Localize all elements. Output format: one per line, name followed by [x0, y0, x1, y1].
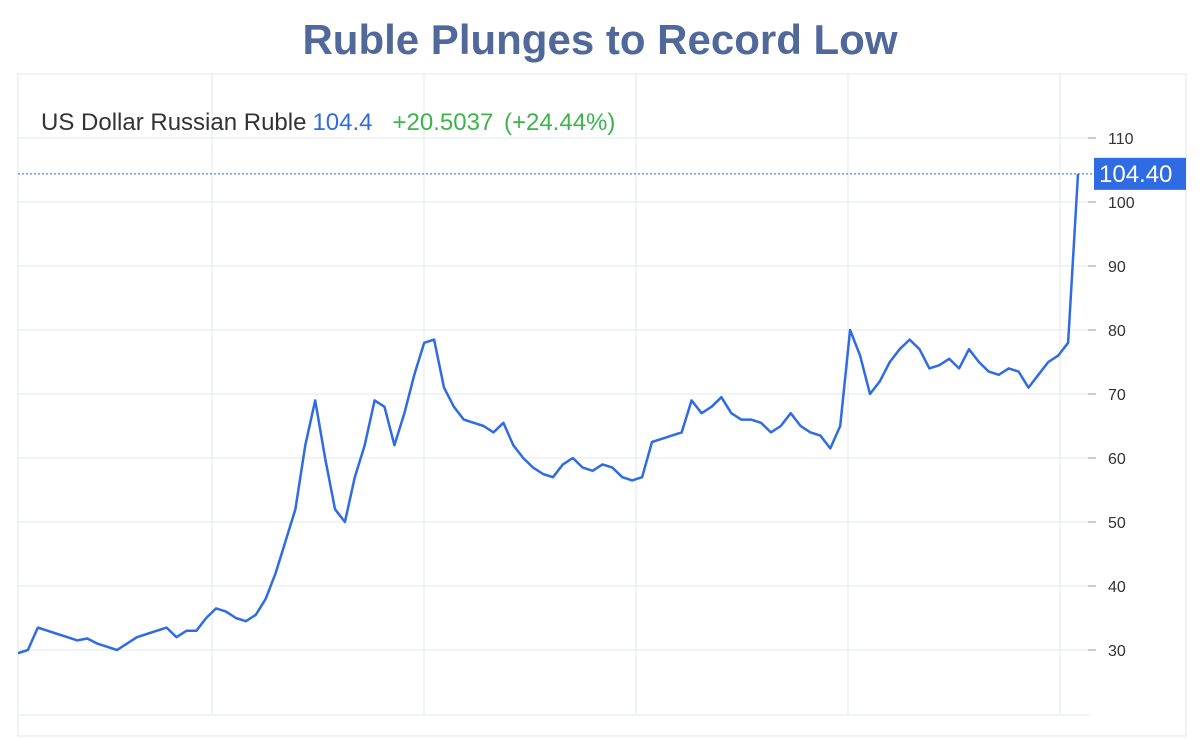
y-tick-label: 110	[1108, 131, 1134, 148]
chart-legend: US Dollar Russian Ruble 104.4 +20.5037 (+2…	[41, 109, 615, 137]
y-tick-label: 60	[1108, 451, 1126, 468]
y-tick-label: 90	[1108, 259, 1126, 276]
series-line-usd-rub	[17, 173, 1080, 655]
last-price-tag-bg	[1094, 157, 1186, 190]
legend-change-pct: (+24.44%)	[503, 109, 616, 136]
y-tick-label: 40	[1108, 579, 1126, 596]
y-tick-label: 80	[1108, 323, 1126, 340]
y-axis-ticks: 30 40 50 60 70 80 90 100 110	[1088, 131, 1135, 660]
y-tick-label: 30	[1108, 643, 1126, 660]
y-tick-label: 70	[1108, 387, 1126, 404]
legend-change: +20.5037	[392, 109, 494, 136]
gridlines	[18, 74, 1090, 716]
y-tick-label: 50	[1108, 515, 1126, 532]
legend-instrument-name: US Dollar Russian Ruble	[41, 109, 307, 136]
last-price-tag: 104.40	[1094, 157, 1186, 190]
y-tick-label: 100	[1108, 195, 1135, 212]
last-price-tag-label: 104.40	[1099, 161, 1172, 188]
chart-title: Ruble Plunges to Record Low	[302, 16, 898, 63]
legend-price: 104.4	[312, 109, 373, 136]
plot-frame	[17, 73, 1187, 737]
